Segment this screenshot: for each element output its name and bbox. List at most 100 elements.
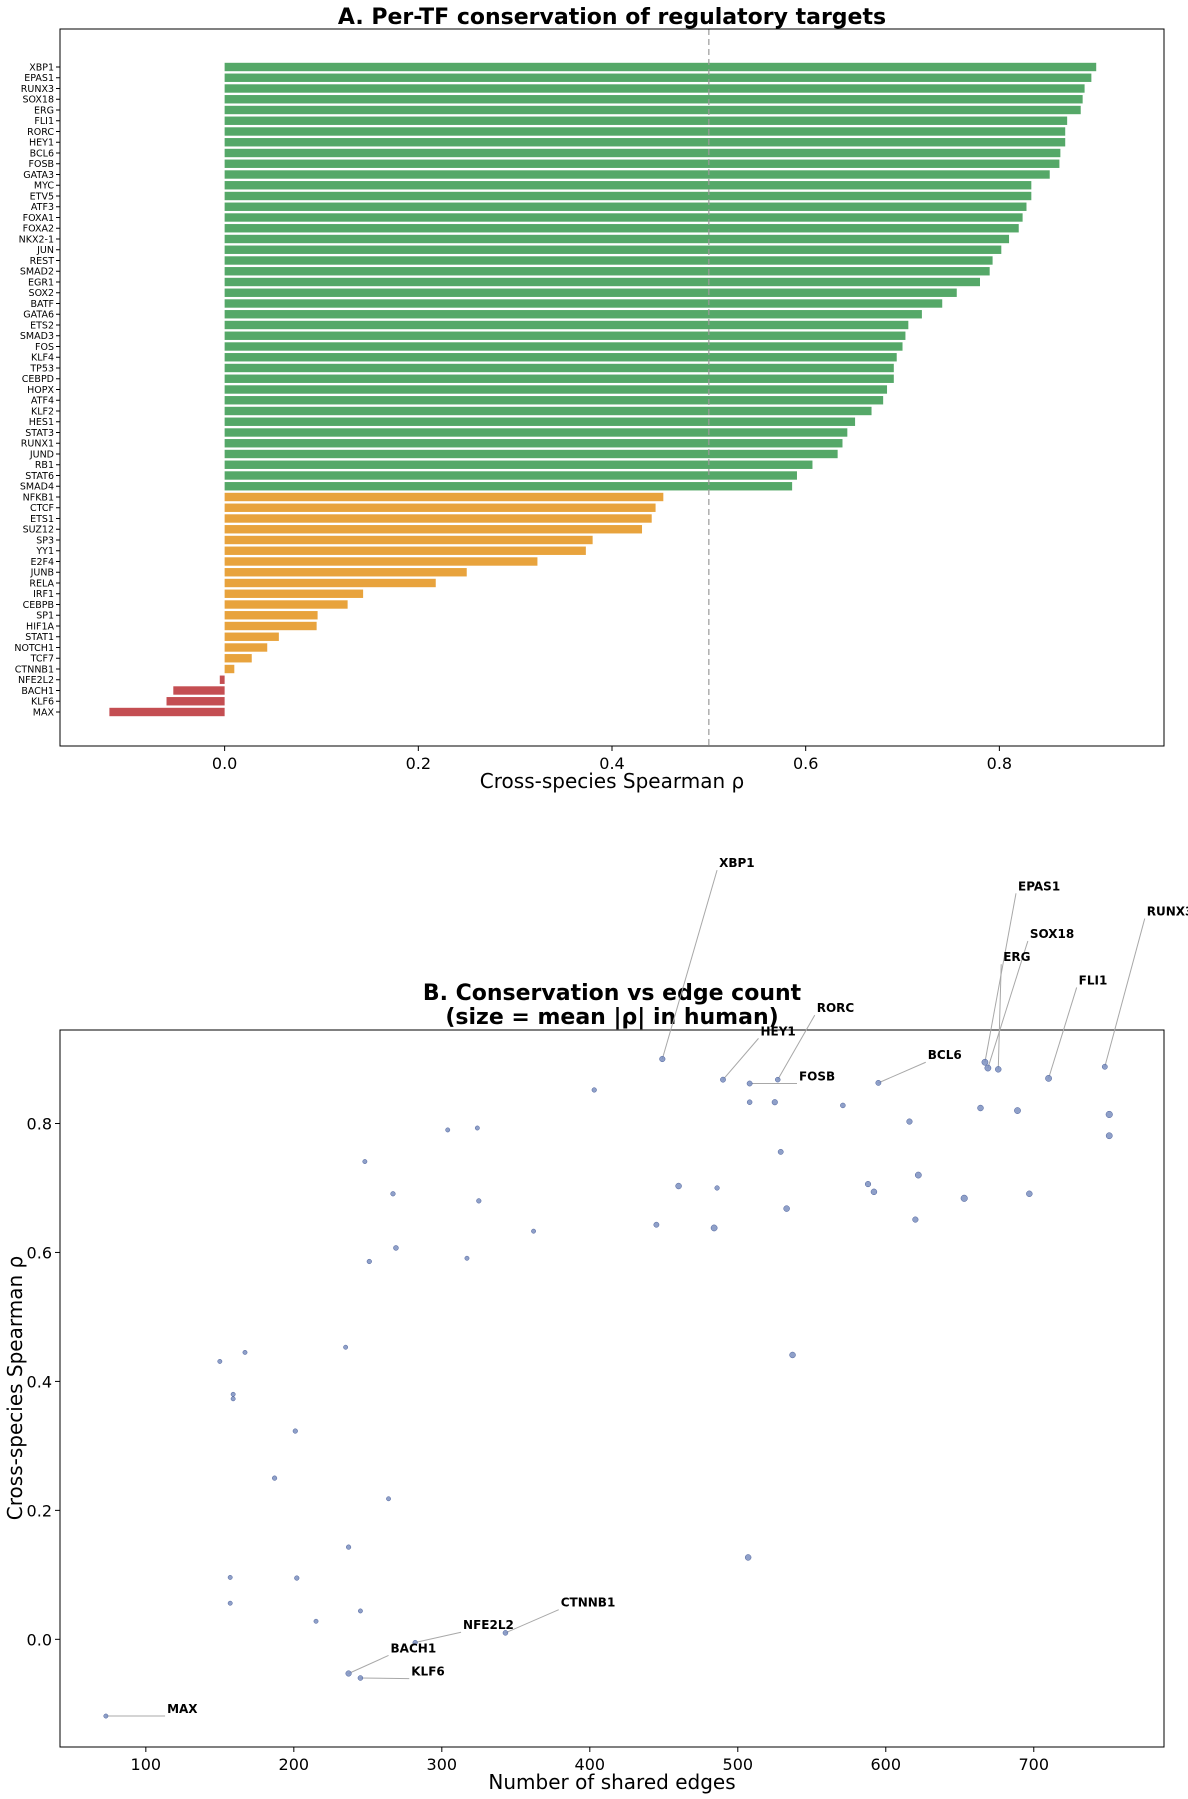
scatter-point <box>995 1066 1002 1073</box>
bar-hif1a <box>224 621 317 631</box>
tf-label-rorc: RORC <box>27 127 54 138</box>
scatter-point <box>875 1079 882 1086</box>
bar-klf6 <box>166 697 225 706</box>
bar-rb1 <box>224 460 813 469</box>
tf-label-foxa2: FOXA2 <box>23 224 54 235</box>
tf-label-batf: BATF <box>30 299 54 310</box>
bar-smad4 <box>224 482 793 491</box>
annotation-leader-hey1 <box>722 1038 759 1080</box>
scatter-point <box>771 1099 778 1106</box>
scatter-point <box>1105 1110 1113 1118</box>
tf-label-sp3: SP3 <box>36 535 54 546</box>
bar-klf2 <box>224 406 872 416</box>
scatter-point <box>984 1064 992 1072</box>
bar-bach1 <box>173 686 225 695</box>
b-x-tick-label: 300 <box>427 1755 458 1774</box>
bar-tp53 <box>224 363 894 373</box>
tf-label-fos: FOS <box>35 342 54 353</box>
scatter-point <box>864 1181 872 1188</box>
tf-label-hopx: HOPX <box>27 385 54 396</box>
scatter-point <box>1105 1132 1113 1140</box>
scatter-point <box>230 1391 236 1397</box>
tf-label-cebpd: CEBPD <box>22 374 54 385</box>
scatter-point <box>313 1618 319 1624</box>
bar-max <box>109 707 225 717</box>
tf-label-cebpb: CEBPB <box>23 600 54 611</box>
bar-atf3 <box>224 202 1027 211</box>
bar-sox18 <box>224 95 1083 104</box>
bar-ets2 <box>224 320 909 330</box>
tf-label-smad3: SMAD3 <box>20 331 54 342</box>
panel-a-title: A. Per-TF conservation of regulatory tar… <box>338 5 886 30</box>
tf-label-jun: JUN <box>36 245 54 256</box>
scatter-point <box>362 1159 368 1164</box>
scatter-point <box>789 1351 796 1359</box>
tf-label-sox2: SOX2 <box>29 288 54 299</box>
annotation-leader-sox18 <box>987 940 1029 1069</box>
bar-stat3 <box>224 428 848 437</box>
tf-label-hes1: HES1 <box>29 417 54 428</box>
scatter-point <box>840 1102 846 1109</box>
tf-label-smad4: SMAD4 <box>20 482 54 493</box>
tf-label-erg: ERG <box>34 105 54 116</box>
scatter-point <box>914 1171 922 1179</box>
bar-tcf7 <box>224 654 252 663</box>
tf-label-klf4: KLF4 <box>31 353 54 364</box>
scatter-point <box>783 1205 790 1212</box>
scatter-point <box>294 1575 300 1581</box>
scatter-point <box>977 1104 984 1112</box>
scatter-point <box>714 1185 720 1191</box>
bar-foxa2 <box>224 224 1019 233</box>
tf-label-atf4: ATF4 <box>31 396 54 407</box>
annotation-leader-bcl6 <box>878 1061 926 1084</box>
b-x-tick-label: 200 <box>279 1755 310 1774</box>
bar-stat1 <box>224 632 279 641</box>
tf-label-klf6: KLF6 <box>31 697 54 708</box>
bar-ets1 <box>224 514 652 523</box>
a-x-tick-label: 0.4 <box>599 754 624 773</box>
scatter-point <box>390 1191 396 1197</box>
annotation-label-runx3: RUNX3 <box>1147 904 1188 918</box>
tf-label-stat3: STAT3 <box>25 428 54 439</box>
scatter-point <box>777 1148 784 1155</box>
bar-rorc <box>224 127 1066 136</box>
scatter-point <box>1045 1074 1052 1082</box>
annotation-label-fosb: FOSB <box>799 1070 835 1084</box>
tf-label-sp1: SP1 <box>36 611 54 622</box>
bar-batf <box>224 299 943 308</box>
annotation-label-xbp1: XBP1 <box>719 856 755 870</box>
bar-runx1 <box>224 439 843 448</box>
scatter-point <box>476 1198 482 1204</box>
bar-ctnnb1 <box>224 664 235 674</box>
panel-b-scatter-chart: B. Conservation vs edge count (size = me… <box>3 856 1188 1794</box>
scatter-point <box>346 1544 352 1550</box>
bar-egr1 <box>224 277 980 287</box>
tf-label-smad2: SMAD2 <box>20 267 54 278</box>
panel-a-x-axis-title: Cross-species Spearman ρ <box>480 769 744 793</box>
scatter-point <box>386 1496 391 1502</box>
tf-label-ctcf: CTCF <box>30 503 54 514</box>
tf-label-nfkb1: NFKB1 <box>23 492 54 503</box>
annotation-label-nfe2l2: NFE2L2 <box>463 1618 514 1632</box>
bar-klf4 <box>224 353 897 362</box>
scatter-point <box>531 1228 536 1234</box>
tf-label-sox18: SOX18 <box>23 95 55 106</box>
bar-sp1 <box>224 611 318 620</box>
tf-label-gata6: GATA6 <box>23 310 54 321</box>
scatter-point <box>744 1554 752 1561</box>
panel-b-title-line-1: B. Conservation vs edge count <box>423 981 802 1006</box>
bar-junb <box>224 568 467 577</box>
scatter-point <box>217 1359 223 1364</box>
tf-label-yy1: YY1 <box>35 546 54 557</box>
bar-sp3 <box>224 535 593 545</box>
a-x-tick-label: 0.0 <box>212 754 237 773</box>
panel-b-x-axis-title: Number of shared edges <box>488 1770 735 1794</box>
scatter-point <box>502 1630 509 1636</box>
scatter-point <box>981 1058 989 1066</box>
tf-label-runx3: RUNX3 <box>21 84 54 95</box>
scatter-point <box>720 1076 726 1083</box>
bar-atf4 <box>224 396 884 405</box>
bar-myc <box>224 181 1032 190</box>
b-x-tick-label: 400 <box>575 1755 606 1774</box>
bar-e2f4 <box>224 557 538 566</box>
